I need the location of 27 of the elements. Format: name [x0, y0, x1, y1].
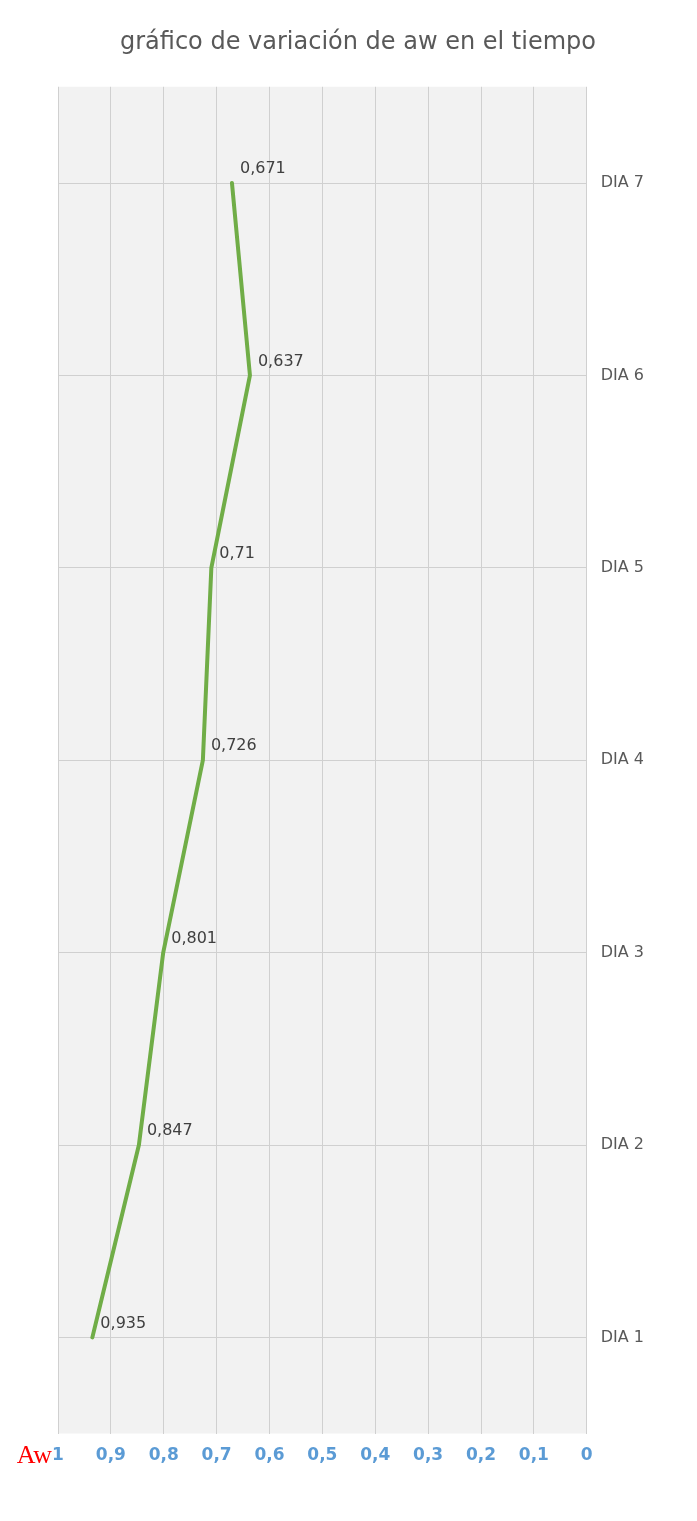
x-tick-label: 0: [580, 1444, 593, 1465]
x-tick-label: 0,8: [148, 1444, 179, 1465]
x-tick-label: 0,4: [360, 1444, 391, 1465]
data-label: 0,726: [210, 735, 257, 755]
data-label: 0,671: [239, 158, 286, 178]
x-tick-label: 0,2: [465, 1444, 497, 1465]
x-tick-label: 1: [52, 1444, 64, 1465]
y-tick-label: DIA 4: [600, 749, 644, 769]
y-tick-label: DIA 7: [600, 172, 644, 192]
data-label: 0,637: [257, 350, 304, 370]
x-tick-label: 0,1: [518, 1444, 549, 1465]
data-label: 0,71: [219, 542, 255, 562]
y-tick-label: DIA 2: [600, 1134, 644, 1154]
data-label: 0,935: [100, 1312, 147, 1332]
x-tick-label: 0,6: [254, 1444, 285, 1465]
y-tick-label: DIA 3: [600, 941, 644, 961]
x-tick-label: 0,9: [95, 1444, 126, 1465]
x-axis-title: Aw: [16, 1439, 53, 1469]
y-tick-label: DIA 5: [600, 556, 644, 576]
y-tick-label: DIA 6: [600, 364, 644, 384]
x-tick-label: 0,7: [201, 1444, 232, 1465]
chart-title: gráfico de variación de aw en el tiempo: [119, 26, 597, 55]
data-label: 0,847: [146, 1120, 193, 1140]
y-tick-label: DIA 1: [600, 1326, 644, 1346]
x-tick-label: 0,3: [413, 1444, 444, 1465]
data-label: 0,801: [171, 927, 218, 947]
x-tick-label: 0,5: [307, 1444, 338, 1465]
